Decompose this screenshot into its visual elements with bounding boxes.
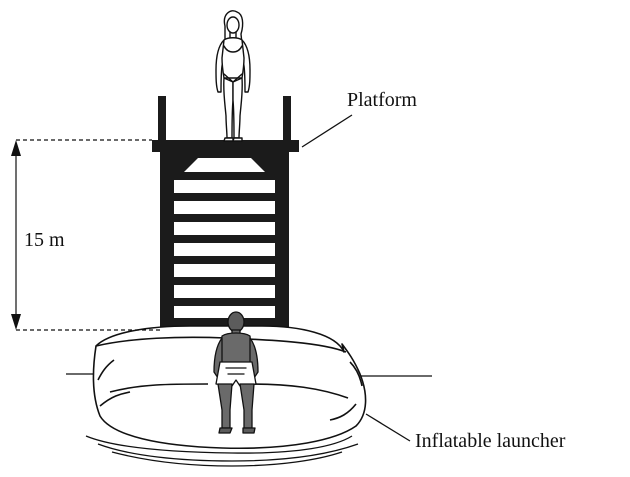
arrow-down-icon: [11, 314, 21, 330]
platform-railing-left: [158, 96, 166, 142]
arrow-up-icon: [11, 140, 21, 156]
platform-label: Platform: [347, 89, 417, 111]
height-dimension: [11, 139, 160, 331]
water-ripple: [85, 435, 353, 454]
tower-leg-right: [275, 150, 289, 332]
tower-leg-left: [160, 150, 174, 332]
tower: [152, 96, 299, 332]
launcher-label: Inflatable launcher: [415, 430, 566, 452]
water-surface: [66, 373, 432, 467]
ladder-rungs: [174, 172, 275, 326]
tower-brace-left: [174, 154, 202, 176]
person-on-launcher: [213, 311, 259, 434]
water-ripple: [97, 443, 359, 462]
launcher-leader-line: [365, 413, 411, 442]
platform-deck: [152, 140, 299, 152]
height-label: 15 m: [24, 229, 65, 251]
person-on-platform: [215, 10, 251, 142]
tower-brace-right: [247, 154, 275, 176]
platform-railing-right: [283, 96, 291, 142]
platform-deck-lower: [160, 152, 289, 158]
height-label-mask: [18, 226, 82, 252]
water-ripple: [111, 451, 343, 467]
platform-leader-line: [301, 114, 353, 148]
